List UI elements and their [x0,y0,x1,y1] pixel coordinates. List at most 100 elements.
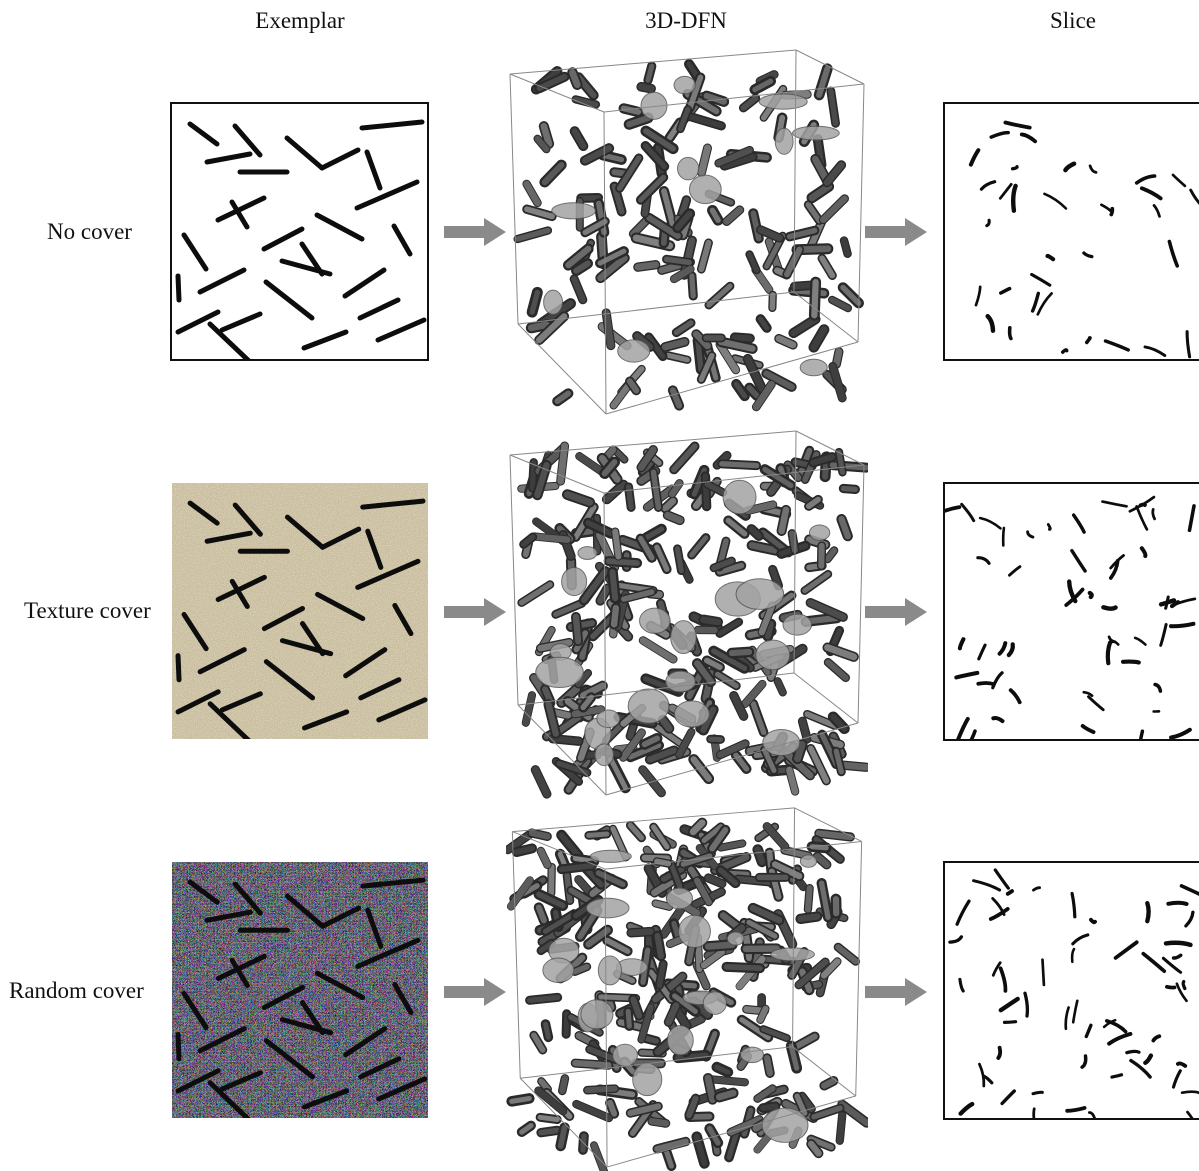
exemplar-texture-cover [172,483,428,739]
fracture-tube [709,207,721,223]
fracture-tube [637,535,655,561]
fracture-tube [686,61,700,80]
slice-fracture [993,868,1010,890]
fracture-tube [509,1095,532,1104]
fracture-line [261,226,305,252]
fracture-tube [626,114,652,128]
slice-fracture [1165,984,1177,990]
fracture-tube [829,362,846,402]
fracture-tube [513,845,536,855]
fracture-tube [824,547,838,563]
fracture-tube [654,1138,689,1152]
slice-fracture [991,671,1004,690]
fracture-tube [646,334,666,359]
fracture-tube [805,496,821,509]
slice-fracture [976,556,991,565]
fracture-tube [748,542,782,555]
slice-fracture [1084,336,1092,345]
fracture-tube [701,824,724,844]
slice-fracture [1045,253,1056,262]
fracture-tube [535,1087,567,1115]
fracture-tube [764,620,774,640]
fracture-tube [746,919,778,939]
fracture-tube [830,713,848,732]
fracture-tube [721,153,757,169]
fracture-patch [665,670,696,693]
fracture-tube [571,706,605,718]
fracture-tube [634,261,660,271]
fracture-line [187,879,220,905]
cube-edge [519,1077,608,1168]
fracture-tube [790,316,819,337]
slice-fracture [1139,186,1163,201]
fracture-tube [754,1085,776,1102]
fracture-line [302,709,350,731]
fracture-patch [770,947,815,962]
fracture-tube [704,481,726,496]
fracture-line [207,701,251,739]
fracture-tube [715,1089,737,1101]
slice-fracture [988,906,1010,921]
slice-fracture [1187,504,1196,533]
fracture-tube [645,63,655,83]
fracture-tube [553,600,585,618]
fracture-tube [610,382,632,409]
fracture-tube [586,831,610,838]
fracture-tube [549,735,582,745]
fracture-line [175,309,221,335]
slice-fracture [1071,999,1079,1024]
cube-edge [606,1095,856,1168]
slice-fracture [1161,956,1183,974]
fracture-line [187,121,220,147]
cube-edge [857,83,865,343]
fracture-tube [514,227,551,242]
fracture-tube [528,829,551,840]
fracture-tube [823,161,845,186]
slice-fracture [1032,886,1041,892]
fracture-line [355,937,421,969]
slice-fracture [1046,523,1052,531]
slice-fracture [974,285,982,307]
dfn-volume-texture-cover [506,425,868,799]
fracture-tube [612,528,622,560]
fracture-patch [589,849,632,863]
fracture-line [300,621,326,657]
fracture-tube [741,680,766,708]
fracture-tube [836,1112,846,1144]
fracture-tube [609,569,619,602]
slice-fracture [1135,505,1149,531]
fracture-line [360,877,426,889]
fracture-patch [666,1024,694,1056]
dfn-volume-random-cover [506,802,868,1171]
cube-edge [605,341,859,415]
slice-fracture [1180,1090,1199,1095]
slice-fracture [1036,292,1053,316]
fracture-tube [717,840,746,851]
fracture-line [284,514,326,550]
fracture-patch [762,728,801,757]
fracture-patch [740,1046,764,1064]
fracture-tube [572,613,582,645]
fracture-line [359,119,425,131]
fracture-tube [529,459,537,491]
slice-fracture [1152,204,1161,218]
slice-fracture [996,1045,1003,1060]
fracture-tube [674,546,684,574]
fracture-line [219,311,263,333]
fracture-tube [698,144,711,177]
cube-edge [795,430,865,466]
slice-fracture [991,897,1006,917]
fracture-tube [706,283,733,308]
slice-fracture [1023,991,1030,1018]
cube-edge [792,807,796,1047]
fracture-patch [594,743,614,767]
exemplar-random-cover [172,862,428,1118]
fracture-tube [573,1100,613,1122]
slice-texture-cover [943,482,1199,741]
fracture-tube [750,210,762,242]
fracture-patch [577,546,598,560]
fracture-tube [668,862,683,889]
fracture-tube [620,105,642,115]
slice-fracture [1189,188,1199,205]
fracture-tube [674,210,693,231]
